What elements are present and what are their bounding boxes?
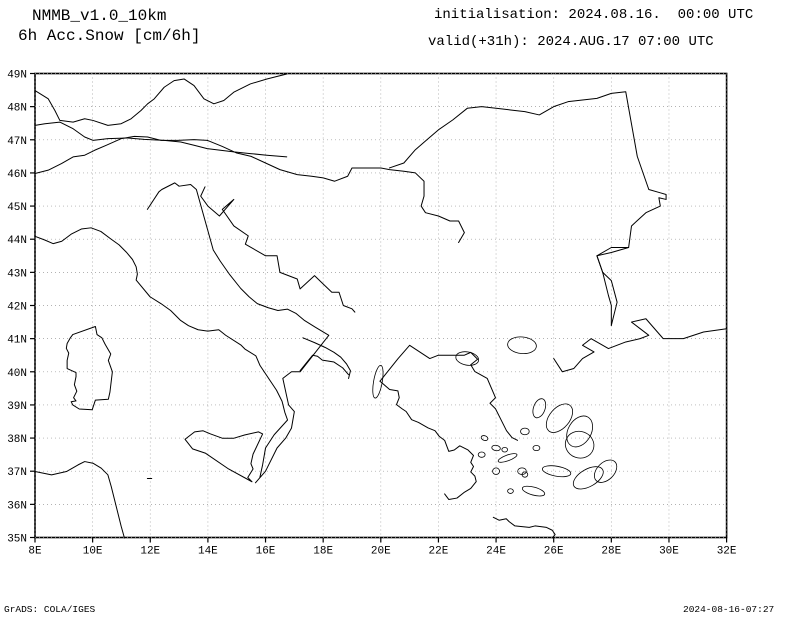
- svg-text:16E: 16E: [256, 546, 276, 558]
- svg-text:20E: 20E: [371, 546, 391, 558]
- svg-text:38N: 38N: [7, 434, 27, 446]
- svg-text:26E: 26E: [544, 546, 564, 558]
- svg-text:32E: 32E: [717, 546, 737, 558]
- svg-text:44N: 44N: [7, 235, 27, 247]
- svg-text:39N: 39N: [7, 401, 27, 413]
- svg-text:22E: 22E: [429, 546, 449, 558]
- svg-text:12E: 12E: [140, 546, 160, 558]
- svg-text:28E: 28E: [601, 546, 621, 558]
- svg-text:48N: 48N: [7, 103, 27, 115]
- svg-text:10E: 10E: [83, 546, 103, 558]
- svg-text:45N: 45N: [7, 202, 27, 214]
- svg-text:40N: 40N: [7, 368, 27, 380]
- svg-text:42N: 42N: [7, 302, 27, 314]
- svg-text:24E: 24E: [486, 546, 506, 558]
- svg-text:43N: 43N: [7, 268, 27, 280]
- svg-text:18E: 18E: [313, 546, 333, 558]
- svg-text:46N: 46N: [7, 169, 27, 181]
- svg-text:41N: 41N: [7, 335, 27, 347]
- svg-text:36N: 36N: [7, 500, 27, 512]
- svg-text:30E: 30E: [659, 546, 679, 558]
- svg-text:8E: 8E: [28, 546, 42, 558]
- svg-text:35N: 35N: [7, 534, 27, 546]
- svg-text:37N: 37N: [7, 467, 27, 479]
- svg-text:47N: 47N: [7, 136, 27, 148]
- svg-text:14E: 14E: [198, 546, 218, 558]
- svg-text:49N: 49N: [7, 70, 27, 82]
